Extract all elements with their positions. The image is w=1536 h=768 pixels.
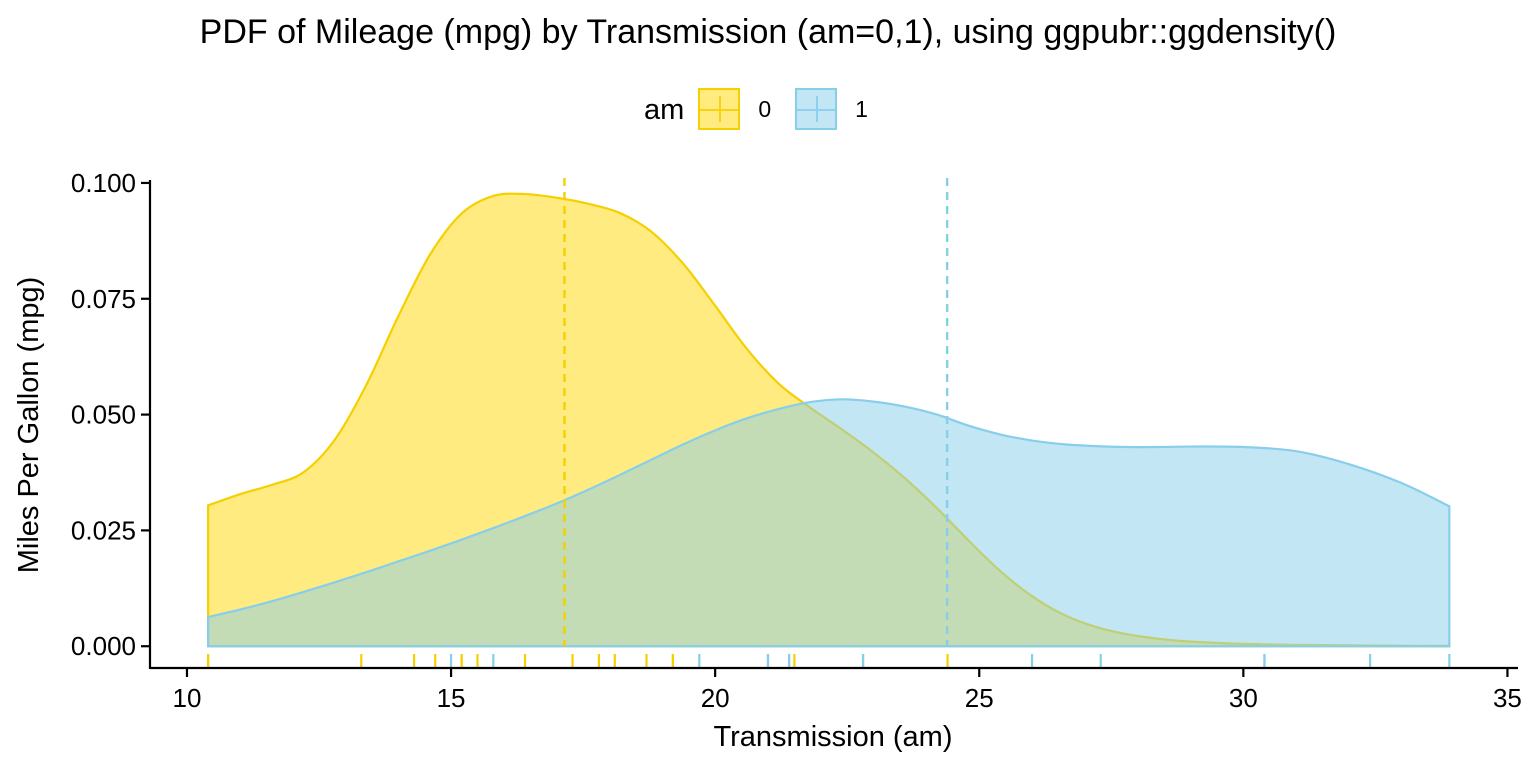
y-axis-ticks: 0.000 0.025 0.050 0.075 0.100 <box>71 168 150 661</box>
y-tick-label: 0.050 <box>71 400 136 430</box>
x-tick-label: 15 <box>437 683 466 713</box>
y-tick-label: 0.100 <box>71 168 136 198</box>
x-tick-label: 25 <box>965 683 994 713</box>
legend: am 0 1 <box>0 84 1536 134</box>
chart-title: PDF of Mileage (mpg) by Transmission (am… <box>199 13 1337 51</box>
x-tick-label: 10 <box>173 683 202 713</box>
x-axis-title: Transmission (am) <box>713 721 952 753</box>
density-area-am-1 <box>207 398 1451 648</box>
y-tick-label: 0.000 <box>71 631 136 661</box>
y-axis-title: Miles Per Gallon (mpg) <box>13 277 45 574</box>
y-tick-label: 0.075 <box>71 284 136 314</box>
legend-label-am-1: 1 <box>855 95 868 122</box>
legend-label-am-0: 0 <box>758 95 772 122</box>
legend-key-am-0 <box>698 88 741 130</box>
legend-item-am-0: 0 <box>698 88 785 130</box>
axes <box>148 180 1518 670</box>
legend-item-am-1: 1 <box>795 88 882 130</box>
x-tick-label: 20 <box>701 683 730 713</box>
y-tick-label: 0.025 <box>71 515 136 545</box>
x-axis-ticks: 10 15 20 25 30 35 <box>173 668 1522 713</box>
rug-marks <box>207 654 1451 667</box>
legend-key-am-1 <box>795 88 838 130</box>
x-tick-label: 30 <box>1229 683 1258 713</box>
legend-title: am <box>644 93 685 126</box>
density-areas <box>207 192 1451 648</box>
x-tick-label: 35 <box>1493 683 1522 713</box>
